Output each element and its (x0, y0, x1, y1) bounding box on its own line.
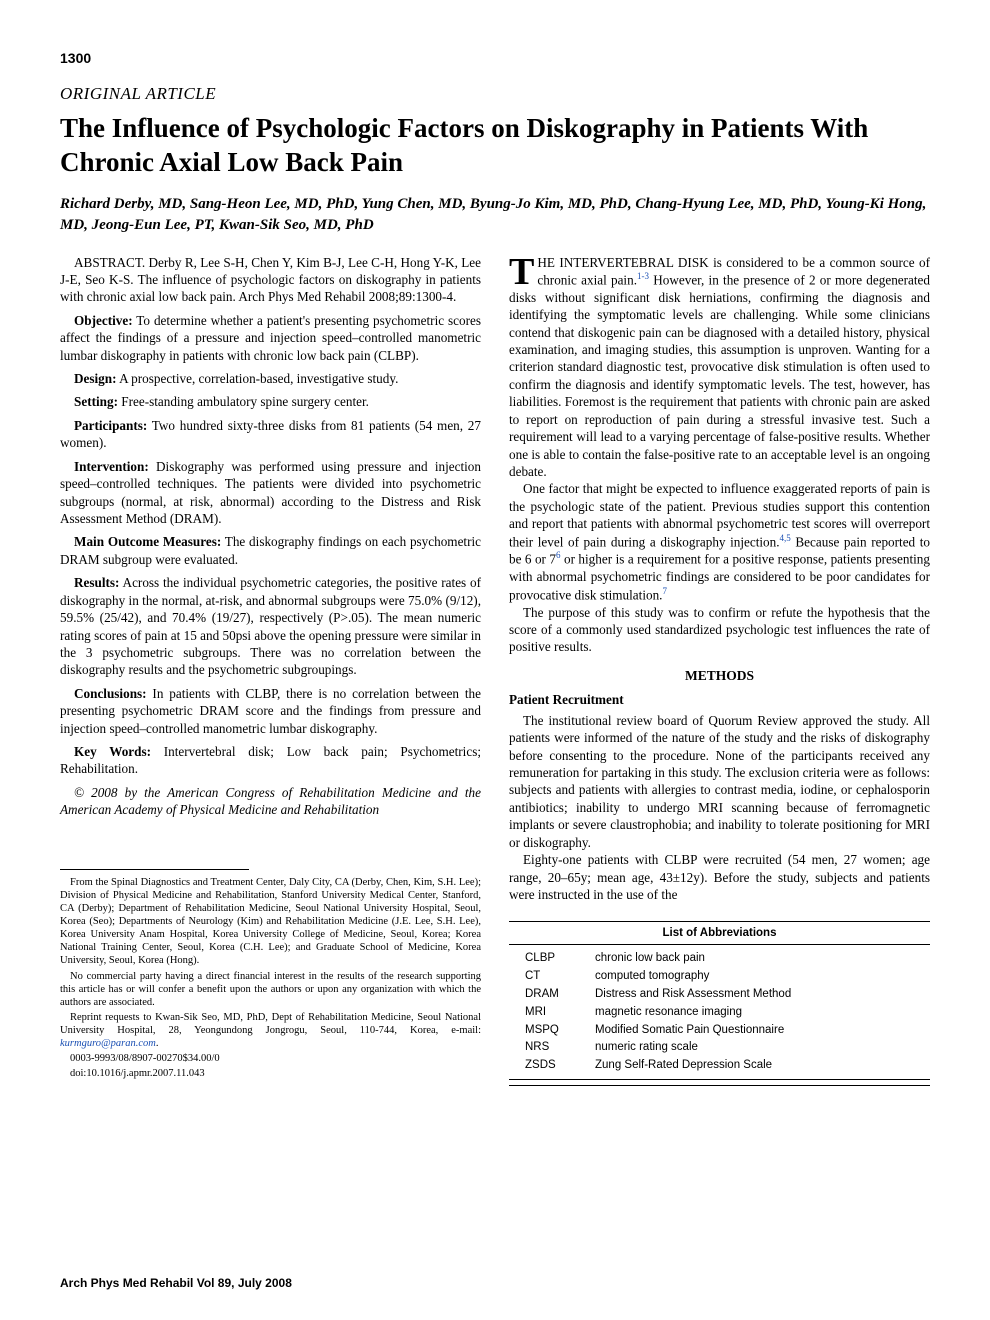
abbrev-row: CTcomputed tomography (509, 968, 930, 986)
abstract-setting: Setting: Free-standing ambulatory spine … (60, 393, 481, 410)
abstract-outcomes: Main Outcome Measures: The diskography f… (60, 533, 481, 568)
p1-rest: However, in the presence of 2 or more de… (509, 272, 930, 479)
methods-body: The institutional review board of Quorum… (509, 712, 930, 904)
footnote-print-id: 0003-9993/08/8907-00270$34.00/0 (60, 1052, 481, 1065)
abbrev-row: MRImagnetic resonance imaging (509, 1004, 930, 1022)
intervention-label: Intervention: (74, 459, 149, 474)
abstract-participants: Participants: Two hundred sixty-three di… (60, 417, 481, 452)
results-label: Results: (74, 575, 119, 590)
abbrev-key: MSPQ (525, 1022, 595, 1040)
design-label: Design: (74, 371, 117, 386)
results-text: Across the individual psychometric categ… (60, 575, 481, 677)
abbrev-val: Modified Somatic Pain Questionnaire (595, 1022, 930, 1040)
abstract-conclusions: Conclusions: In patients with CLBP, ther… (60, 685, 481, 737)
footnote-disclosure: No commercial party having a direct fina… (60, 970, 481, 1009)
keywords-label: Key Words: (74, 744, 151, 759)
citation-ref-4-5[interactable]: 4,5 (780, 533, 791, 543)
abstract-keywords: Key Words: Intervertebral disk; Low back… (60, 743, 481, 778)
body-paragraph-3: The purpose of this study was to confirm… (509, 604, 930, 656)
abbrev-val: Zung Self-Rated Depression Scale (595, 1057, 930, 1075)
footnote-affiliation: From the Spinal Diagnostics and Treatmen… (60, 876, 481, 968)
abbreviations-box: List of Abbreviations CLBPchronic low ba… (509, 921, 930, 1086)
patient-recruitment-heading: Patient Recruitment (509, 692, 930, 708)
body-paragraph-2: One factor that might be expected to inf… (509, 480, 930, 603)
abbrev-val: Distress and Risk Assessment Method (595, 986, 930, 1004)
abbrev-row: ZSDSZung Self-Rated Depression Scale (509, 1057, 930, 1075)
abbrev-key: CT (525, 968, 595, 986)
abbrev-row: MSPQModified Somatic Pain Questionnaire (509, 1022, 930, 1040)
copyright-line: © 2008 by the American Congress of Rehab… (60, 784, 481, 819)
dropcap: T (509, 254, 537, 288)
abbrev-row: DRAMDistress and Risk Assessment Method (509, 986, 930, 1004)
abbrev-val: chronic low back pain (595, 950, 930, 968)
left-column: ABSTRACT. Derby R, Lee S-H, Chen Y, Kim … (60, 254, 481, 1087)
p2c: or higher is a requirement for a positiv… (509, 552, 930, 602)
objective-label: Objective: (74, 313, 133, 328)
reprint-text: Reprint requests to Kwan-Sik Seo, MD, Ph… (60, 1012, 481, 1036)
body-text: THE INTERVERTEBRAL DISK is considered to… (509, 254, 930, 656)
design-text: A prospective, correlation-based, invest… (117, 371, 399, 386)
conclusions-label: Conclusions: (74, 686, 147, 701)
abstract-citation: ABSTRACT. Derby R, Lee S-H, Chen Y, Kim … (60, 254, 481, 306)
outcomes-label: Main Outcome Measures: (74, 534, 221, 549)
abbrev-row: CLBPchronic low back pain (509, 950, 930, 968)
body-paragraph-5: Eighty-one patients with CLBP were recru… (509, 851, 930, 903)
footnote-reprint: Reprint requests to Kwan-Sik Seo, MD, Ph… (60, 1011, 481, 1050)
abbrev-key: ZSDS (525, 1057, 595, 1075)
abbreviations-list: CLBPchronic low back pain CTcomputed tom… (509, 950, 930, 1080)
abstract-results: Results: Across the individual psychomet… (60, 574, 481, 679)
abbrev-val: magnetic resonance imaging (595, 1004, 930, 1022)
abstract-intervention: Intervention: Diskography was performed … (60, 458, 481, 528)
page-number: 1300 (60, 50, 930, 66)
abbrev-key: NRS (525, 1039, 595, 1057)
article-title: The Influence of Psychologic Factors on … (60, 112, 930, 180)
participants-label: Participants: (74, 418, 147, 433)
setting-label: Setting: (74, 394, 118, 409)
abstract-block: ABSTRACT. Derby R, Lee S-H, Chen Y, Kim … (60, 254, 481, 819)
abbrev-val: computed tomography (595, 968, 930, 986)
reprint-email-link[interactable]: kurmguro@paran.com (60, 1038, 156, 1049)
abbrev-key: DRAM (525, 986, 595, 1004)
abbrev-val: numeric rating scale (595, 1039, 930, 1057)
two-column-layout: ABSTRACT. Derby R, Lee S-H, Chen Y, Kim … (60, 254, 930, 1087)
footnote-separator (60, 869, 249, 870)
abbrev-row: NRSnumeric rating scale (509, 1039, 930, 1057)
right-column: THE INTERVERTEBRAL DISK is considered to… (509, 254, 930, 1087)
abbrev-key: CLBP (525, 950, 595, 968)
citation-ref-1-3[interactable]: 1-3 (637, 271, 649, 281)
setting-text: Free-standing ambulatory spine surgery c… (118, 394, 369, 409)
footnote-doi: doi:10.1016/j.apmr.2007.11.043 (60, 1067, 481, 1080)
abbreviations-title: List of Abbreviations (509, 927, 930, 945)
abbrev-key: MRI (525, 1004, 595, 1022)
citation-ref-7[interactable]: 7 (662, 586, 667, 596)
journal-footer: Arch Phys Med Rehabil Vol 89, July 2008 (60, 1276, 292, 1290)
authors-line: Richard Derby, MD, Sang-Heon Lee, MD, Ph… (60, 194, 930, 236)
methods-heading: METHODS (509, 668, 930, 684)
footnotes-block: From the Spinal Diagnostics and Treatmen… (60, 876, 481, 1081)
body-paragraph-4: The institutional review board of Quorum… (509, 712, 930, 851)
body-paragraph-1: THE INTERVERTEBRAL DISK is considered to… (509, 254, 930, 481)
article-type: ORIGINAL ARTICLE (60, 84, 930, 104)
abstract-design: Design: A prospective, correlation-based… (60, 370, 481, 387)
abstract-objective: Objective: To determine whether a patien… (60, 312, 481, 364)
